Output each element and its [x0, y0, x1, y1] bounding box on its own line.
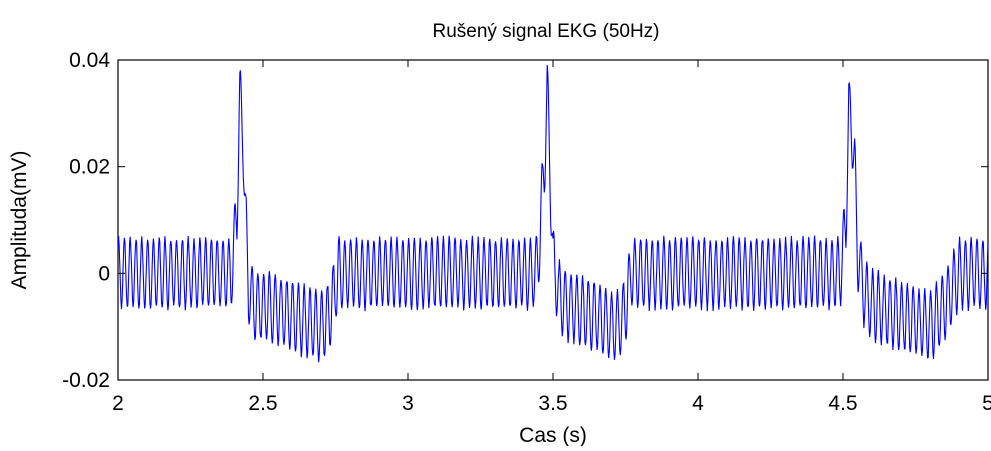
y-axis-label: Amplituda(mV): [8, 151, 31, 290]
y-axis: -0.02 0 0.02 0.04: [62, 49, 988, 392]
x-tick-label: 4.5: [828, 392, 857, 415]
x-tick-label: 2: [112, 392, 124, 415]
y-tick-label: -0.02: [62, 369, 110, 392]
x-tick-label: 5: [982, 392, 991, 415]
y-tick-label: 0: [98, 262, 110, 285]
chart-title: Rušený signal EKG (50Hz): [432, 21, 659, 42]
x-axis: 2 2.5 3 3.5 4 4.5 5: [112, 60, 991, 415]
y-tick-label: 0.02: [69, 156, 110, 179]
plot-area: [117, 59, 989, 381]
ecg-signal-line: [117, 64, 989, 363]
signal-layer: [117, 64, 989, 363]
x-tick-label: 3: [402, 392, 414, 415]
x-tick-label: 3.5: [538, 392, 567, 415]
x-tick-label: 2.5: [248, 392, 277, 415]
x-tick-label: 4: [692, 392, 704, 415]
y-tick-label: 0.04: [69, 49, 110, 72]
x-axis-label: Cas (s): [519, 424, 587, 446]
